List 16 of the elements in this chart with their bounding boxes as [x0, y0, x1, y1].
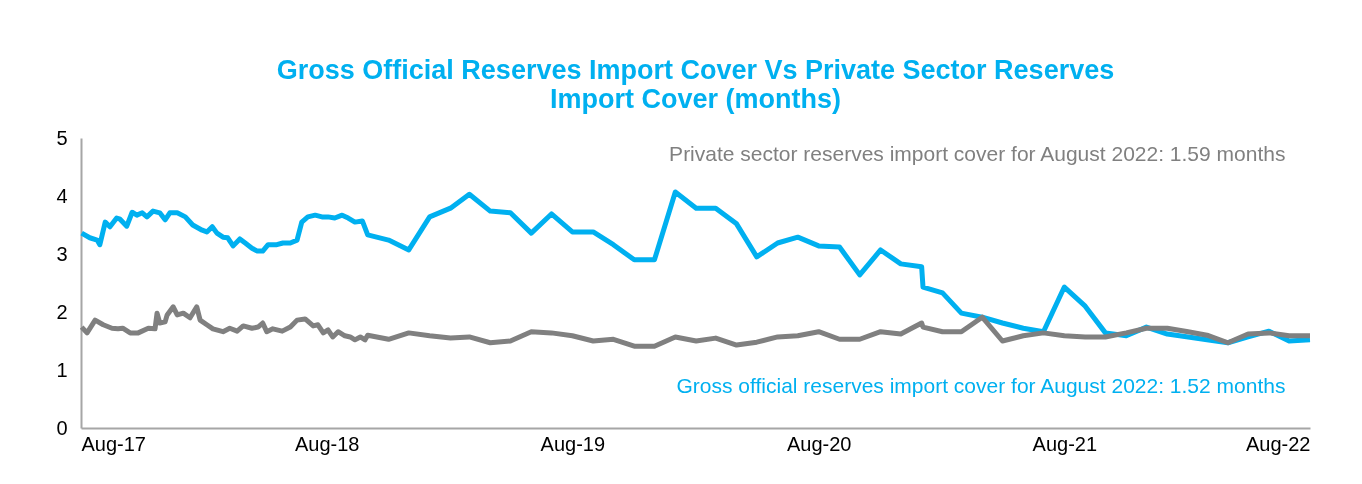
x-tick-label: Aug-21: [1032, 432, 1098, 455]
x-tick-label: Aug-17: [81, 432, 146, 455]
annotation: Gross official reserves import cover for August 2022: 1.52 months: [676, 374, 1286, 398]
x-tick-label: Aug-20: [786, 432, 852, 455]
annotation: Private sector reserves import cover for August 2022: 1.59 months: [669, 142, 1286, 166]
y-tick-label: 1: [56, 358, 68, 381]
y-tick-label: 4: [56, 184, 68, 207]
x-tick-label: Aug-19: [540, 432, 606, 455]
y-tick-label: 3: [56, 242, 68, 265]
text: Gross Official Reserves Import Cover Vs Private Sector Reserves: [276, 55, 1115, 85]
x-tick-label: Aug-22: [1246, 432, 1311, 455]
y-tick-label: 2: [56, 300, 68, 323]
y-tick-label: 0: [56, 416, 68, 439]
x-tick-label: Aug-18: [294, 432, 360, 455]
text: Import Cover (months): [549, 84, 842, 114]
y-tick-label: 5: [56, 126, 68, 149]
